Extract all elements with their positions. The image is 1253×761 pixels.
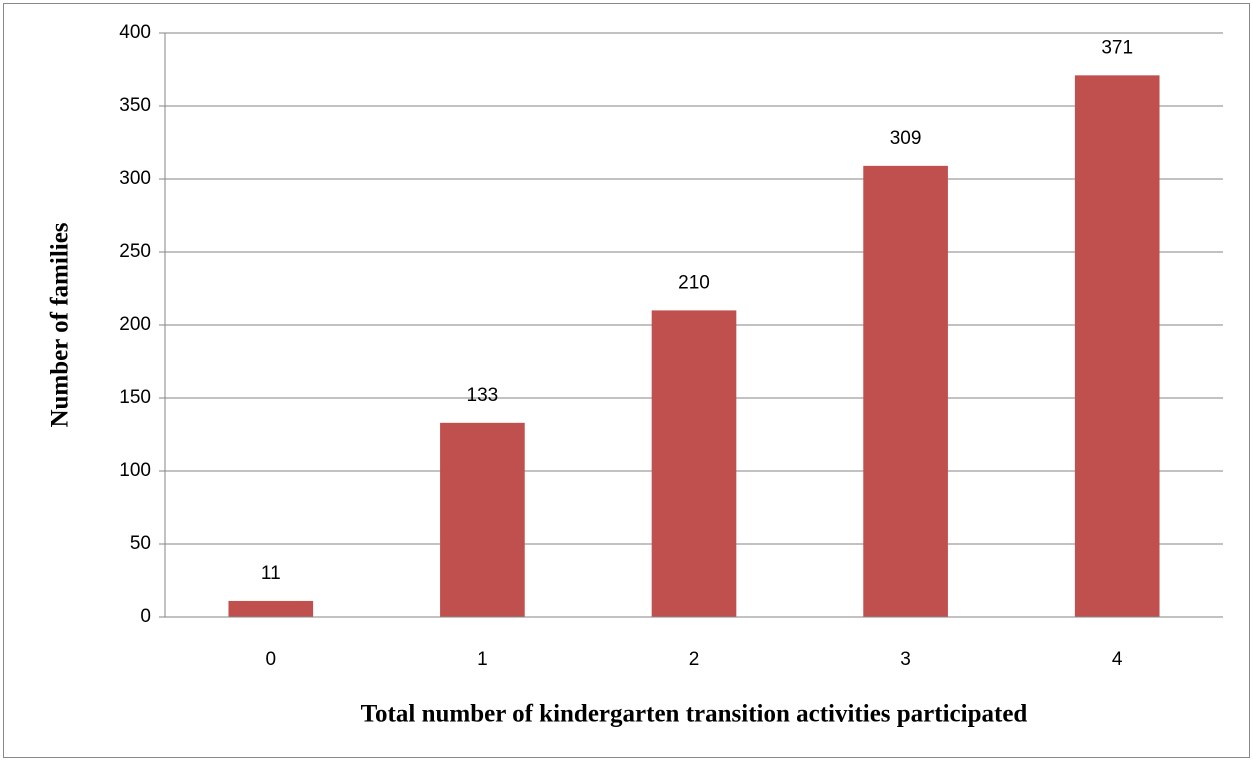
- data-label: 371: [1101, 37, 1133, 58]
- y-axis-title: Number of families: [47, 222, 74, 427]
- y-tick-label: 350: [119, 95, 151, 116]
- x-tick-label: 2: [689, 649, 700, 670]
- bar: [228, 600, 314, 617]
- bar: [1074, 75, 1160, 618]
- y-tick-label: 50: [130, 533, 151, 554]
- y-tick-label: 200: [119, 314, 151, 335]
- bar: [440, 422, 525, 617]
- data-label: 11: [261, 563, 281, 584]
- x-axis-title: Total number of kindergarten transition …: [361, 701, 1028, 728]
- data-label: 133: [467, 385, 499, 406]
- bar: [863, 165, 948, 618]
- x-tick-label: 0: [266, 649, 277, 670]
- x-tick-label: 1: [477, 649, 488, 670]
- x-tick-label: 4: [1112, 649, 1123, 670]
- data-label: 210: [678, 272, 710, 293]
- y-tick-label: 0: [140, 606, 151, 627]
- y-tick-label: 300: [119, 168, 151, 189]
- y-tick-label: 250: [119, 241, 151, 262]
- y-tick-label: 400: [119, 22, 151, 43]
- chart-frame: [3, 3, 1250, 758]
- y-tick-label: 150: [119, 387, 151, 408]
- y-tick-label: 100: [119, 460, 151, 481]
- x-tick-label: 3: [900, 649, 911, 670]
- bar: [651, 310, 737, 617]
- data-label: 309: [890, 128, 922, 149]
